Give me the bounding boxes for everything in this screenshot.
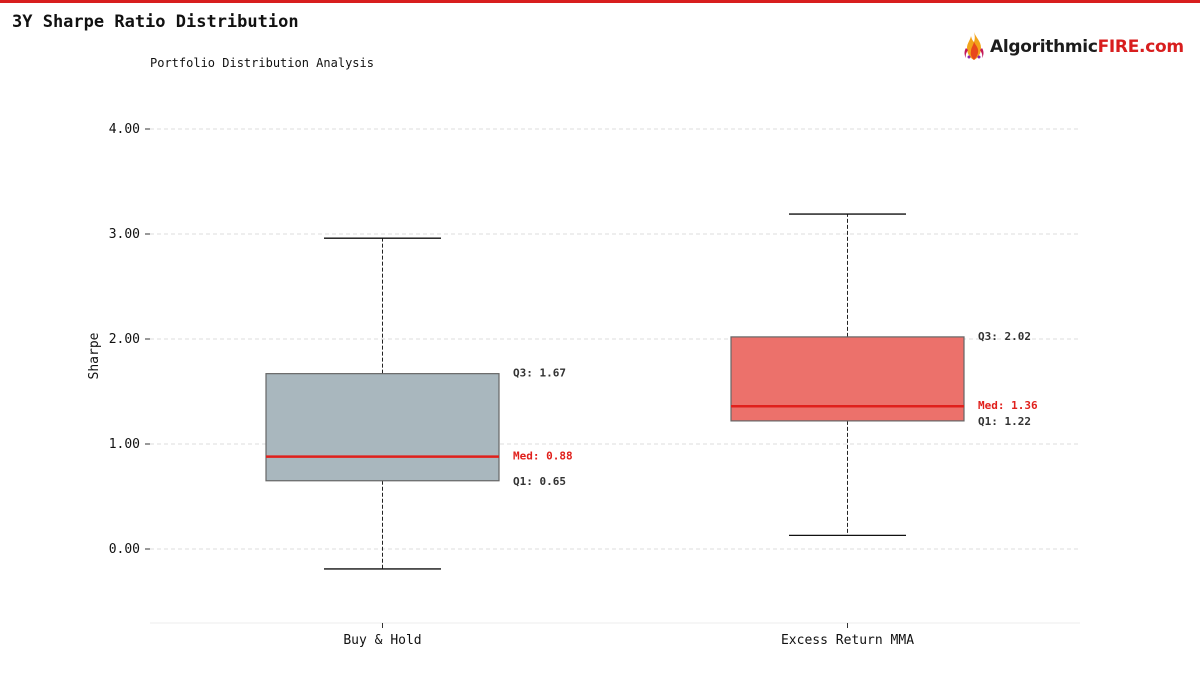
y-tick-label: 4.00 [109,122,140,137]
y-tick-label: 2.00 [109,332,140,347]
q3-label: Q3: 2.02 [978,330,1031,343]
flame-icon [964,32,984,60]
y-tick-label: 0.00 [109,542,140,557]
top-accent-rule [0,0,1200,3]
q1-label: Q1: 1.22 [978,415,1031,428]
median-label: Med: 0.88 [513,450,573,463]
q1-label: Q1: 0.65 [513,475,566,488]
brand-text-main: Algorithmic [990,37,1098,57]
median-label: Med: 1.36 [978,399,1038,412]
q3-label: Q3: 1.67 [513,367,566,380]
chart-title: 3Y Sharpe Ratio Distribution [12,12,299,32]
brand-wordmark: AlgorithmicFIRE.com [990,37,1184,57]
iqr-box [730,336,965,422]
y-axis-label: Sharpe [87,332,102,379]
brand-text-accent: FIRE.com [1097,37,1184,57]
iqr-box [265,373,500,482]
brand-logo: AlgorithmicFIRE.com [960,30,1184,64]
chart-subtitle: Portfolio Distribution Analysis [150,56,374,70]
x-tick-label: Excess Return MMA [781,633,914,648]
y-tick-label: 3.00 [109,227,140,242]
y-tick-label: 1.00 [109,437,140,452]
x-tick-label: Buy & Hold [343,633,421,648]
